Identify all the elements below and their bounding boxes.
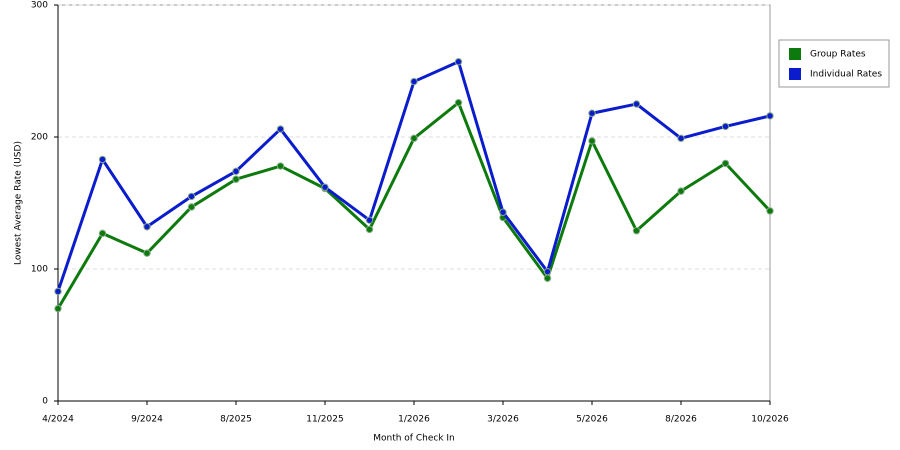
x-axis-title: Month of Check In <box>373 434 455 444</box>
data-point <box>187 192 196 201</box>
y-axis-title: Lowest Average Rate (USD) <box>14 141 24 265</box>
data-point <box>98 229 107 238</box>
data-point <box>588 137 596 145</box>
legend-swatch <box>789 68 801 80</box>
x-tick-label: 8/2026 <box>665 415 697 425</box>
y-tick-label: 200 <box>31 133 48 143</box>
data-point <box>677 187 685 195</box>
data-point <box>721 122 730 131</box>
data-point <box>365 216 374 224</box>
data-point <box>410 134 418 143</box>
data-point <box>632 100 641 108</box>
data-point <box>766 112 774 120</box>
data-point <box>721 159 730 168</box>
x-tick-label: 8/2025 <box>220 415 252 425</box>
plot-area <box>57 4 771 402</box>
data-point <box>143 249 151 257</box>
x-tick-label: 9/2024 <box>131 415 163 425</box>
data-point <box>98 155 107 164</box>
legend-label: Group Rates <box>810 50 866 60</box>
data-point <box>54 304 62 313</box>
x-tick-label: 11/2025 <box>306 415 343 425</box>
data-point <box>276 125 285 133</box>
x-tick-label: 4/2024 <box>42 415 74 425</box>
y-tick-label: 100 <box>31 265 48 275</box>
data-point <box>54 287 62 296</box>
legend-swatch <box>789 48 801 60</box>
data-point <box>187 203 196 211</box>
data-point <box>321 183 329 191</box>
x-tick-label: 1/2026 <box>398 415 430 425</box>
data-point <box>632 227 641 235</box>
data-point <box>232 175 240 183</box>
data-point <box>276 162 285 170</box>
data-point <box>410 77 418 86</box>
x-tick-label: 3/2026 <box>487 415 519 425</box>
data-point <box>543 267 552 276</box>
data-point <box>143 223 151 231</box>
data-point <box>499 208 507 216</box>
data-point <box>677 134 685 143</box>
data-point <box>766 207 774 215</box>
y-tick-label: 0 <box>42 397 48 407</box>
legend-label: Individual Rates <box>810 70 882 80</box>
data-point <box>588 109 596 117</box>
x-tick-label: 10/2026 <box>751 415 789 425</box>
x-tick-label: 5/2026 <box>576 415 608 425</box>
data-point <box>365 225 374 234</box>
data-point <box>454 58 463 66</box>
data-point <box>454 98 463 107</box>
y-tick-label: 300 <box>31 1 48 11</box>
data-point <box>232 167 240 176</box>
data-point <box>543 274 552 282</box>
